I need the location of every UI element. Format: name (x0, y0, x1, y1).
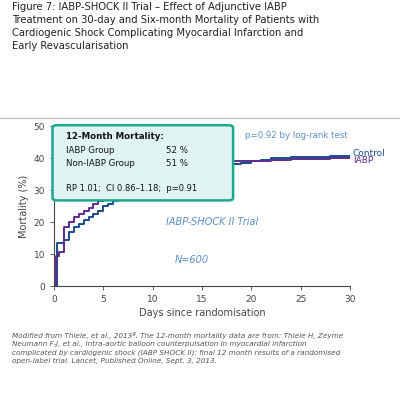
Text: Figure 7: IABP-SHOCK II Trial – Effect of Adjunctive IABP
Treatment on 30-day an: Figure 7: IABP-SHOCK II Trial – Effect o… (12, 2, 319, 51)
Text: Non-IABP Group: Non-IABP Group (66, 159, 135, 168)
Text: 12-Month Mortality:: 12-Month Mortality: (66, 132, 164, 140)
FancyBboxPatch shape (52, 125, 233, 200)
Text: N=600: N=600 (175, 256, 209, 266)
Y-axis label: Mortality (%): Mortality (%) (19, 174, 29, 238)
Text: p=0.92 by log-rank test: p=0.92 by log-rank test (245, 131, 348, 140)
Text: Control: Control (353, 149, 386, 158)
Text: IABP: IABP (353, 156, 373, 165)
Text: 51 %: 51 % (166, 159, 188, 168)
X-axis label: Days since randomisation: Days since randomisation (139, 308, 265, 318)
Text: IABP-SHOCK II Trial: IABP-SHOCK II Trial (166, 217, 258, 227)
Text: IABP Group: IABP Group (66, 146, 114, 155)
Text: Modified from Thiele, et al., 2013ª. The 12-month mortality data are from: Thiel: Modified from Thiele, et al., 2013ª. The… (12, 332, 343, 364)
Text: RP 1.01;  CI 0.86–1.18;  p=0.91: RP 1.01; CI 0.86–1.18; p=0.91 (66, 184, 197, 193)
Text: 52 %: 52 % (166, 146, 188, 155)
